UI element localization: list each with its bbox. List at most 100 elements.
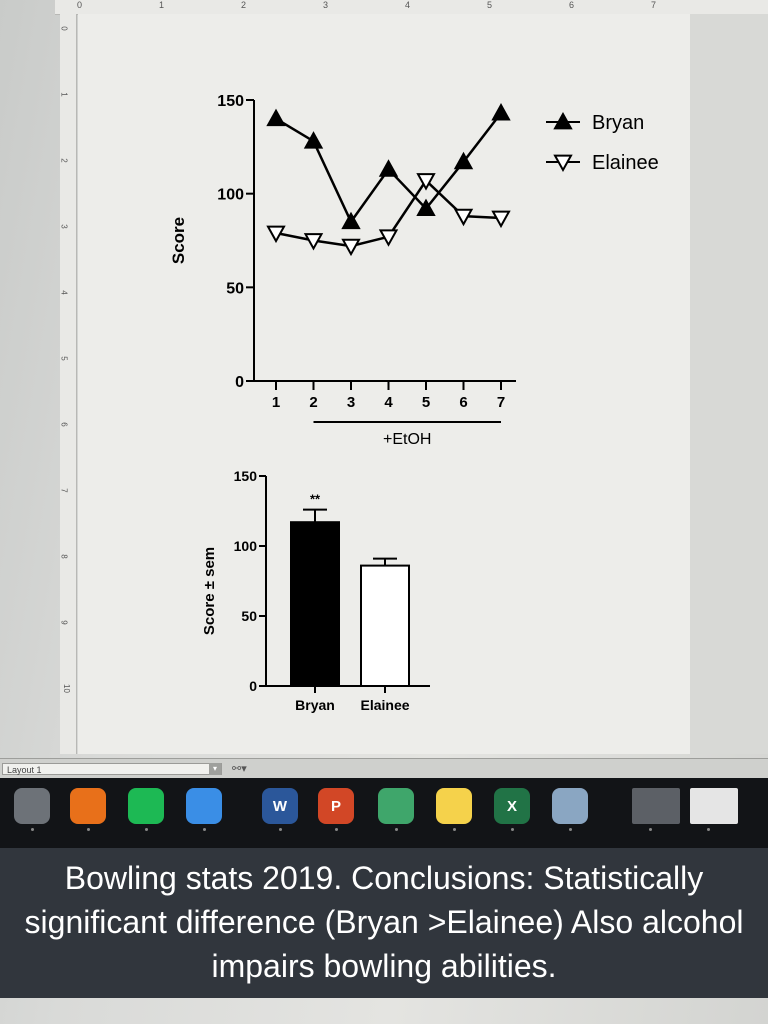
x-tick-label: 7 bbox=[497, 394, 505, 411]
link-icon[interactable]: ⚯▾ bbox=[232, 763, 247, 775]
data-point bbox=[341, 211, 361, 230]
right-margin bbox=[690, 14, 768, 754]
ruler-mark: 10 bbox=[61, 684, 71, 693]
ruler-mark: 0 bbox=[59, 26, 69, 31]
y-tick-label: 50 bbox=[241, 608, 257, 624]
ruler-mark: 6 bbox=[59, 422, 69, 427]
data-point bbox=[491, 210, 511, 229]
data-point bbox=[453, 151, 474, 170]
caption-background bbox=[0, 848, 768, 998]
status-bar: Layout 1 ▾ ⚯▾ bbox=[0, 758, 768, 779]
horizontal-ruler[interactable]: 0 1 2 3 4 5 6 7 bbox=[55, 0, 768, 15]
running-indicator bbox=[145, 828, 148, 831]
document-page[interactable]: 0 50 100 150 1 2 3 4 5 6 7 Score +EtOH Bryan Elainee 0… bbox=[78, 14, 690, 754]
y-tick-label: 0 bbox=[249, 678, 257, 694]
data-point bbox=[303, 233, 324, 251]
messages-icon[interactable] bbox=[186, 788, 222, 824]
window-thumbnail-icon[interactable] bbox=[632, 788, 680, 824]
spotify-icon[interactable] bbox=[128, 788, 164, 824]
word-icon[interactable]: W bbox=[262, 788, 298, 824]
ruler-mark: 7 bbox=[59, 488, 69, 493]
y-tick-label: 50 bbox=[226, 280, 244, 297]
running-indicator bbox=[453, 828, 456, 831]
data-point bbox=[378, 159, 399, 177]
layout-select-label: Layout 1 bbox=[7, 765, 42, 775]
data-point bbox=[553, 111, 573, 130]
x-tick-label: 3 bbox=[347, 394, 355, 411]
x-tick-label: 1 bbox=[272, 394, 280, 411]
data-point bbox=[378, 229, 399, 247]
line-chart: 0 50 100 150 1 2 3 4 5 6 7 Score +EtOH Bryan Elainee bbox=[169, 93, 659, 448]
ruler-mark: 3 bbox=[323, 0, 329, 10]
excel-icon[interactable]: X bbox=[494, 788, 530, 824]
chevron-down-icon[interactable]: ▾ bbox=[209, 763, 221, 775]
x-tick-label: Elainee bbox=[360, 697, 409, 713]
running-indicator bbox=[31, 828, 34, 831]
data-point bbox=[453, 208, 474, 227]
ruler-mark: 9 bbox=[59, 620, 69, 625]
data-point bbox=[341, 238, 361, 257]
running-indicator bbox=[569, 828, 572, 831]
running-indicator bbox=[279, 828, 282, 831]
photo-caption: Bowling stats 2019. Conclusions: Statist… bbox=[24, 860, 744, 984]
data-point bbox=[266, 108, 286, 127]
bar-chart: 0 50 100 150 Score ± sem Bryan ** Elainee bbox=[201, 468, 430, 713]
legend-label: Elainee bbox=[592, 152, 659, 174]
data-point bbox=[303, 131, 324, 149]
vertical-ruler[interactable]: 0 1 2 3 4 5 6 7 8 9 10 bbox=[60, 14, 77, 754]
preview-icon[interactable] bbox=[552, 788, 588, 824]
running-indicator bbox=[511, 828, 514, 831]
etoh-label: +EtOH bbox=[383, 431, 431, 448]
ruler-mark: 4 bbox=[405, 0, 411, 10]
y-tick-label: 100 bbox=[234, 538, 258, 554]
data-point bbox=[416, 173, 436, 191]
stickies-icon[interactable] bbox=[436, 788, 472, 824]
ruler-mark: 3 bbox=[59, 224, 69, 229]
firefox-icon[interactable] bbox=[70, 788, 106, 824]
ruler-mark: 8 bbox=[59, 554, 69, 559]
x-tick-label: 2 bbox=[309, 394, 317, 411]
x-tick-label: 4 bbox=[384, 394, 393, 411]
y-axis-label: Score bbox=[169, 217, 188, 264]
bar-elainee bbox=[360, 564, 410, 687]
ruler-mark: 4 bbox=[59, 290, 69, 295]
running-indicator bbox=[395, 828, 398, 831]
document-thumbnail-icon[interactable] bbox=[690, 788, 738, 824]
ruler-mark: 6 bbox=[569, 0, 575, 10]
x-tick-label: Bryan bbox=[295, 697, 335, 713]
system-preferences-icon[interactable] bbox=[14, 788, 50, 824]
running-indicator bbox=[87, 828, 90, 831]
ruler-mark: 5 bbox=[487, 0, 493, 10]
ruler-mark: 1 bbox=[59, 92, 69, 97]
x-tick-label: 5 bbox=[422, 394, 430, 411]
y-axis-label: Score ± sem bbox=[201, 547, 218, 635]
ruler-mark: 2 bbox=[59, 158, 69, 163]
ruler-mark: 2 bbox=[241, 0, 247, 10]
data-point bbox=[553, 154, 573, 173]
bar-bryan bbox=[290, 521, 340, 688]
running-indicator bbox=[649, 828, 652, 831]
running-indicator bbox=[203, 828, 206, 831]
layout-select[interactable]: Layout 1 ▾ bbox=[2, 763, 222, 775]
running-indicator bbox=[335, 828, 338, 831]
prism-icon[interactable] bbox=[378, 788, 414, 824]
ruler-mark: 1 bbox=[159, 0, 165, 10]
y-tick-label: 150 bbox=[234, 468, 258, 484]
data-point bbox=[491, 103, 511, 121]
significance-marker: ** bbox=[310, 492, 321, 507]
y-tick-label: 100 bbox=[217, 187, 244, 204]
ruler-mark: 0 bbox=[77, 0, 83, 10]
legend-label: Bryan bbox=[592, 112, 644, 134]
data-point bbox=[266, 225, 286, 244]
y-tick-label: 0 bbox=[235, 374, 244, 391]
x-tick-label: 6 bbox=[459, 394, 467, 411]
y-tick-label: 150 bbox=[217, 93, 244, 110]
ruler-mark: 5 bbox=[59, 356, 69, 361]
running-indicator bbox=[707, 828, 710, 831]
data-point bbox=[416, 198, 436, 217]
charts-canvas: 0 50 100 150 1 2 3 4 5 6 7 Score +EtOH Bryan Elainee 0… bbox=[169, 93, 659, 713]
powerpoint-icon[interactable]: P bbox=[318, 788, 354, 824]
ruler-mark: 7 bbox=[651, 0, 657, 10]
